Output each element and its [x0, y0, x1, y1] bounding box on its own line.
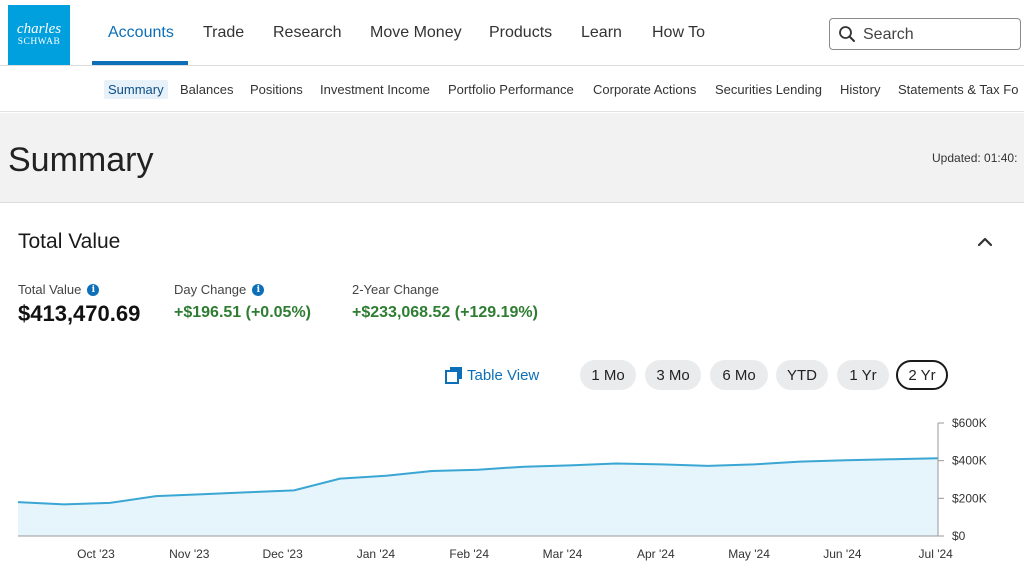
- search-placeholder: Search: [863, 26, 914, 43]
- subnav-investment-income[interactable]: Investment Income: [320, 82, 430, 97]
- x-tick-label: Mar '24: [543, 547, 583, 561]
- two-year-change-label: 2-Year Change: [352, 282, 439, 297]
- nav-products[interactable]: Products: [489, 24, 553, 41]
- y-tick-label: $200K: [952, 491, 987, 505]
- subnav-statements-tax[interactable]: Statements & Tax Fo: [898, 82, 1019, 97]
- total-value-amount: $413,470.69: [18, 301, 141, 326]
- nav-learn[interactable]: Learn: [581, 24, 622, 41]
- nav-trade[interactable]: Trade: [203, 24, 245, 41]
- active-nav-indicator: [92, 61, 188, 65]
- info-icon[interactable]: i: [87, 283, 100, 296]
- y-tick-label: $600K: [952, 416, 987, 430]
- x-tick-label: Jun '24: [823, 547, 862, 561]
- updated-timestamp: Updated: 01:40:: [932, 151, 1018, 165]
- range-1-month-button[interactable]: 1 Mo: [580, 360, 636, 390]
- search-icon: [839, 26, 855, 42]
- range-1-year-button[interactable]: 1 Yr: [837, 360, 889, 390]
- schwab-logo[interactable]: charles SCHWAB: [8, 5, 70, 65]
- x-tick-label: Apr '24: [637, 547, 675, 561]
- page-header: Summary Updated: 01:40:: [0, 113, 1024, 203]
- x-tick-label: Oct '23: [77, 547, 115, 561]
- logo-line-2: SCHWAB: [17, 37, 61, 48]
- nav-how-to[interactable]: How To: [652, 24, 706, 41]
- chart-series-line: [17, 457, 939, 506]
- subnav-corporate-actions[interactable]: Corporate Actions: [593, 82, 697, 97]
- table-view-icon: [445, 367, 462, 384]
- nav-accounts[interactable]: Accounts: [108, 24, 174, 41]
- page-title: Summary: [8, 141, 154, 179]
- two-year-change-label-text: 2-Year Change: [352, 282, 439, 297]
- y-tick-label: $0: [952, 529, 966, 543]
- x-tick-label: Dec '23: [262, 547, 303, 561]
- logo-line-1: charles: [16, 21, 62, 38]
- total-value-heading: Total Value: [18, 230, 121, 253]
- total-value-chart[interactable]: $600K $400K $200K $0 Oct '23 Nov '23 Dec '23 Ja…: [0, 405, 1024, 584]
- total-value-label: Total Value i: [18, 282, 100, 297]
- subnav-history[interactable]: History: [840, 82, 881, 97]
- total-value-label-text: Total Value: [18, 282, 82, 297]
- search-input[interactable]: Search: [829, 18, 1021, 50]
- table-view-label: Table View: [467, 366, 540, 384]
- account-subnav: Summary Balances Positions Investment In…: [0, 66, 1024, 112]
- x-tick-label: Jan '24: [357, 547, 396, 561]
- day-change-label-text: Day Change: [174, 282, 247, 297]
- table-view-link[interactable]: Table View: [445, 366, 539, 384]
- nav-move-money[interactable]: Move Money: [370, 24, 462, 41]
- info-icon[interactable]: i: [252, 283, 265, 296]
- day-change-label: Day Change i: [174, 282, 265, 297]
- chevron-up-icon[interactable]: [976, 234, 994, 248]
- chart-area-fill: [18, 458, 938, 536]
- subnav-balances[interactable]: Balances: [180, 82, 234, 97]
- x-tick-label: Feb '24: [449, 547, 489, 561]
- nav-research[interactable]: Research: [273, 24, 342, 41]
- range-ytd-button[interactable]: YTD: [776, 360, 828, 390]
- x-tick-label: Jul '24: [919, 547, 954, 561]
- two-year-change-amount: +$233,068.52 (+129.19%): [352, 304, 538, 321]
- top-navigation: charles SCHWAB Accounts Trade Research M…: [0, 0, 1024, 66]
- x-tick-label: May '24: [728, 547, 770, 561]
- y-tick-label: $400K: [952, 454, 987, 468]
- range-2-year-button[interactable]: 2 Yr: [896, 360, 948, 390]
- range-3-month-button[interactable]: 3 Mo: [645, 360, 701, 390]
- day-change-amount: +$196.51 (+0.05%): [174, 304, 311, 321]
- subnav-securities-lending[interactable]: Securities Lending: [715, 82, 822, 97]
- subnav-positions[interactable]: Positions: [250, 82, 303, 97]
- subnav-portfolio-performance[interactable]: Portfolio Performance: [448, 82, 574, 97]
- x-tick-label: Nov '23: [169, 547, 210, 561]
- range-6-month-button[interactable]: 6 Mo: [710, 360, 768, 390]
- subnav-summary[interactable]: Summary: [104, 80, 168, 99]
